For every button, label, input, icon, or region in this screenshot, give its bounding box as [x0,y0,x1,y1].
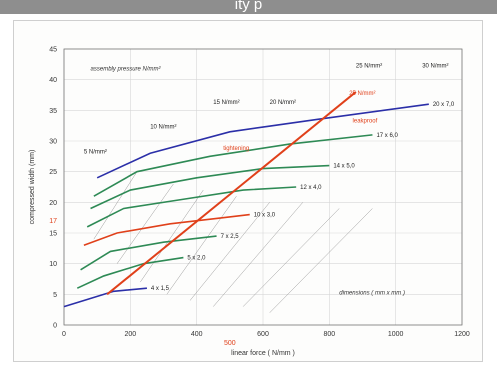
pressure-label: 10 N/mm² [150,125,176,131]
y-tick-label: 25 [49,169,57,176]
pressure-label: 25 N/mm² [356,63,382,69]
red-diagonal-line [106,91,357,296]
pressure-guide-line [93,171,138,240]
y-highlight-label: 17 [49,218,57,225]
pressure-guide-line [269,208,373,313]
y-tick-label: 35 [49,108,57,115]
series-label: 12 x 4,0 [300,185,322,191]
x-tick-label: 1000 [388,331,404,338]
series-line [96,103,429,179]
x-tick-label: 800 [323,331,335,338]
series-label: 10 x 3,0 [254,213,276,219]
series-line [76,256,184,289]
top-title: ity p [234,0,263,13]
pressure-label: 15 N/mm² [213,100,239,106]
y-tick-label: 10 [49,261,57,268]
pressure-guide-line [116,183,174,264]
chart-svg: 0 5 10 15 20 25 30 35 40 45 0 200 400 600 800 1000 1200 1… [29,47,470,358]
y-tick-label: 20 [49,200,57,207]
y-axis-title: compressed width (mm) [29,150,36,225]
pressure-guide-line [213,202,303,307]
y-tick-label: 30 [49,139,57,146]
series-line [93,134,373,197]
tightening-note: tightening [223,146,249,152]
series-line [63,287,147,308]
pressure-label: 20 N/mm² [270,100,296,106]
pressure-guide-line [189,202,270,301]
x-tick-label: 600 [257,331,269,338]
series-label: 20 x 7,0 [433,102,455,108]
y-tick-label: 45 [49,47,57,54]
leakproof-note: leakproof [353,119,378,125]
x-highlight-label: 500 [224,340,236,347]
series-line [90,164,330,210]
dimensions-note: dimensions ( mm x mm ) [339,290,405,296]
pressure-guide-line [140,189,204,283]
pressure-label: 30 N/mm² [422,63,448,69]
series-label: 4 x 1,5 [151,286,170,292]
series-line [83,213,250,247]
pressure-guide-line [242,208,340,307]
x-tick-label: 400 [191,331,203,338]
y-tick-label: 0 [53,323,57,330]
series-line [80,235,217,271]
chart-frame: 0 5 10 15 20 25 30 35 40 45 0 200 400 600 800 1000 1200 1… [13,20,483,362]
x-tick-label: 200 [124,331,136,338]
y-tick-label: 40 [49,77,57,84]
series-label: 14 x 5,0 [333,164,355,170]
x-tick-label: 1200 [454,331,470,338]
top-title-band: ity p [0,0,497,14]
x-axis-title: linear force ( N/mm ) [231,350,295,357]
assembly-note: assembly pressure N/mm² [91,66,162,72]
plot-area [63,48,463,326]
pressure-guide-line [166,196,237,295]
series-label: 5 x 2,0 [187,256,206,262]
x-tick-label: 0 [62,331,66,338]
sealing-note: 25 N/mm² [349,91,375,97]
series-line [86,186,297,228]
y-tick-label: 5 [53,292,57,299]
series-label: 7 x 2,5 [221,234,240,240]
pressure-label: 5 N/mm² [84,149,107,155]
y-tick-label: 15 [49,231,57,238]
series-label: 17 x 6,0 [376,133,398,139]
